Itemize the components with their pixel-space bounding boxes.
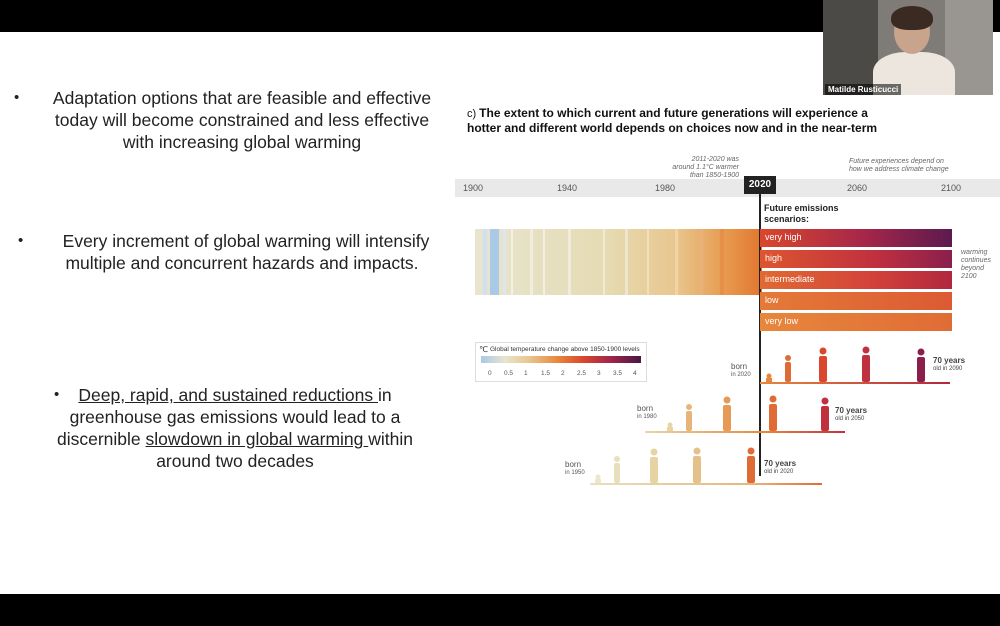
underlined-phrase: Deep, rapid, and sustained reductions	[78, 385, 378, 405]
underlined-phrase: slowdown in global warming	[145, 429, 369, 449]
figure-title: c) The extent to which current and future…	[467, 106, 878, 135]
born-label-1980: born in 1980	[637, 404, 657, 420]
child-figure-icon	[595, 474, 601, 483]
person-figure-icon	[769, 395, 777, 431]
participant-video-tile[interactable]: Matilde Rusticucci	[823, 0, 993, 95]
timeline-band	[455, 179, 1000, 197]
bullet-reductions: • Deep, rapid, and sustained reductions …	[0, 384, 470, 472]
child-figure-icon	[667, 422, 673, 431]
tick-label: 1940	[557, 183, 578, 193]
bullet-adaptation: • Adaptation options that are feasible a…	[0, 87, 470, 153]
generation-line-2020	[760, 382, 950, 384]
annotation-2011: 2011-2020 was around 1.1°C warmer than 185…	[672, 156, 739, 179]
generation-line-1980	[645, 431, 845, 433]
present-divider-line	[759, 186, 761, 476]
born-label-2020: born in 2020	[731, 362, 751, 378]
born-label-1950: born in 1950	[565, 460, 585, 476]
legend-color-scale	[481, 356, 641, 363]
elder-figure-icon	[747, 447, 755, 483]
person-figure-icon	[819, 347, 827, 382]
scenario-very-high: very high	[760, 229, 952, 247]
person-figure-icon	[862, 346, 870, 382]
video-background	[823, 0, 878, 95]
bullet-glyph: •	[18, 232, 24, 249]
thermometer-icon: ℃	[479, 345, 488, 354]
bullet-line: around two decades	[156, 451, 314, 471]
elder-figure-icon	[821, 397, 829, 431]
child-figure-icon	[766, 373, 772, 382]
presentation-slide: • Adaptation options that are feasible a…	[0, 32, 1000, 594]
scenario-intermediate: intermediate	[760, 271, 952, 289]
bullet-line: today will become constrained and less e…	[54, 110, 430, 130]
tick-label: 1980	[655, 183, 676, 193]
legend-ticks: 0 0.5 1 1.5 2 2.5 3 3.5 4	[488, 370, 637, 377]
scenario-very-low: very low	[760, 313, 952, 331]
tick-label: 1900	[463, 183, 484, 193]
generation-line-1950	[590, 483, 822, 485]
bullet-glyph: •	[14, 89, 20, 106]
tick-label: 2100	[941, 183, 962, 193]
bullet-line: multiple and concurrent hazards and impa…	[65, 253, 419, 273]
old-label-2050: 70 years old in 2050	[835, 406, 868, 422]
future-emissions-label: Future emissions scenarios:	[764, 203, 839, 224]
tick-label: 2060	[847, 183, 868, 193]
person-figure-icon	[693, 447, 701, 483]
participant-hair	[891, 6, 933, 30]
elder-figure-icon	[917, 348, 925, 382]
person-figure-icon	[650, 448, 658, 483]
person-figure-icon	[723, 396, 731, 431]
ipcc-figure: c) The extent to which current and future…	[455, 94, 1000, 504]
current-year-marker: 2020	[744, 176, 776, 194]
bullet-line: greenhouse gas emissions would lead to a	[69, 407, 401, 427]
scenario-high: high	[760, 250, 952, 268]
old-label-2090: 70 years old in 2090	[933, 356, 966, 372]
person-figure-icon	[614, 456, 620, 483]
bullet-increment: • Every increment of global warming will…	[0, 230, 470, 274]
bottom-letterbox	[0, 594, 1000, 626]
warming-continues-note: warming continues beyond 2100	[961, 249, 991, 280]
temperature-legend: ℃ Global temperature change above 1850-1…	[475, 342, 647, 382]
bullet-line: discernible slowdown in global warming w…	[56, 429, 414, 449]
bullet-line: with increasing global warming	[122, 132, 362, 152]
bullet-glyph: •	[54, 386, 60, 403]
bullet-line: Deep, rapid, and sustained reductions in	[78, 385, 392, 405]
participant-name-label: Matilde Rusticucci	[825, 84, 902, 95]
warming-stripes	[475, 229, 762, 295]
scenario-low: low	[760, 292, 952, 310]
annotation-future: Future experiences depend on how we addre…	[849, 158, 949, 173]
old-label-2020: 70 years old in 2020	[764, 459, 797, 475]
bullet-line: Adaptation options that are feasible and…	[52, 88, 432, 108]
bullet-line: Every increment of global warming will i…	[62, 231, 430, 251]
person-figure-icon	[686, 404, 692, 431]
person-figure-icon	[785, 355, 791, 382]
